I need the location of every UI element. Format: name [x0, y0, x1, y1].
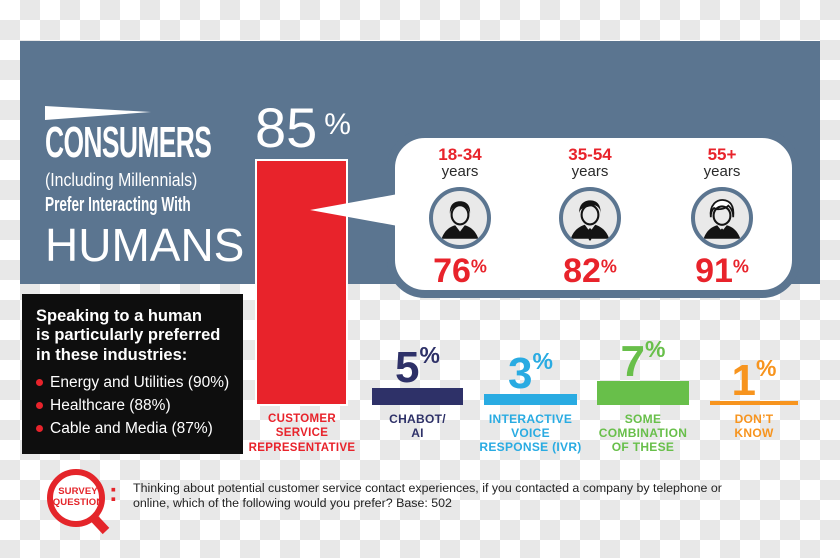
mini-bar-value: 5%: [395, 342, 440, 393]
industries-heading: Speaking to a human is particularly pref…: [36, 307, 221, 364]
dont-know-bar: [710, 401, 798, 405]
industry-bullet: Cable and Media (87%): [36, 419, 230, 437]
mini-bar-label: INTERACTIVE VOICE RESPONSE (IVR): [479, 412, 582, 454]
industries-list: Energy and Utilities (90%) Healthcare (8…: [36, 373, 230, 437]
bullet-dot-icon: [36, 379, 43, 387]
percent-sign: %: [532, 348, 553, 374]
mini-bar-value: 3%: [508, 348, 553, 399]
percent-sign: %: [600, 256, 617, 277]
combination-bar-group: 7% SOME COMBINATION OF THESE: [597, 320, 689, 460]
chatbot-ai-bar: [372, 388, 463, 405]
age-group-column-35-54: 35-54 years 82%: [530, 146, 650, 288]
percent-sign: %: [732, 256, 749, 277]
age-percentage: 91%: [695, 251, 749, 290]
age-range-label: 55+: [707, 145, 737, 164]
years-label: years: [441, 162, 479, 180]
percent-sign: %: [324, 108, 351, 142]
customer-service-bar: [255, 159, 348, 406]
brand-subtitle: (Including Millennials): [45, 170, 198, 191]
age-percentage: 76%: [433, 251, 487, 290]
industry-label: Energy and Utilities (90%): [50, 373, 230, 391]
industry-bullet: Healthcare (88%): [36, 396, 230, 414]
age-group-column-18-34: 18-34 years 76%: [400, 146, 520, 288]
wedge-decoration-icon: [45, 106, 151, 120]
survey-colon: :: [109, 477, 118, 507]
bullet-dot-icon: [36, 402, 43, 410]
chatbot-ai-bar-group: 5% CHABOT/ AI: [372, 320, 463, 460]
percent-sign: %: [419, 342, 440, 368]
percent-sign: %: [470, 256, 487, 277]
mini-bar-value: 7%: [620, 336, 666, 387]
survey-question-q-icon: [47, 469, 110, 535]
age-group-column-55-plus: 55+ years 91%: [662, 146, 782, 288]
mini-bar-label: SOME COMBINATION OF THESE: [598, 412, 688, 454]
mini-bar-label: CHABOT/ AI: [389, 412, 446, 440]
percent-sign: %: [756, 355, 777, 381]
mini-bar-value: 1%: [731, 355, 777, 406]
age-range-label: 35-54: [568, 145, 612, 164]
percent-sign: %: [645, 336, 666, 362]
main-bar-number: 85: [255, 96, 318, 159]
dont-know-bar-group: 1% DON’T KNOW: [710, 320, 798, 460]
age-percentage: 82%: [563, 251, 617, 290]
ivr-bar: [484, 394, 577, 405]
survey-badge-label: SURVEY QUESTION: [52, 486, 104, 508]
brand-tagline: Prefer Interacting With: [45, 194, 191, 217]
mini-bar-label: DON’T KNOW: [734, 412, 774, 440]
bullet-dot-icon: [36, 425, 43, 433]
brand-humans-title: HUMANS: [45, 219, 245, 272]
industry-bullet: Energy and Utilities (90%): [36, 373, 230, 391]
industry-label: Healthcare (88%): [50, 396, 171, 414]
main-bar-value: 85%: [255, 100, 351, 156]
senior-woman-icon: [691, 186, 753, 249]
age-range-label: 18-34: [438, 145, 482, 164]
headline-block: CONSUMERS (Including Millennials) Prefer…: [45, 106, 255, 272]
brand-title: CONSUMERS: [45, 118, 212, 167]
young-adult-icon: [429, 186, 491, 249]
ivr-bar-group: 3% INTERACTIVE VOICE RESPONSE (IVR): [479, 320, 581, 460]
years-label: years: [703, 162, 741, 180]
callout-tail-icon: [310, 194, 398, 226]
combination-bar: [597, 381, 689, 405]
years-label: years: [571, 162, 609, 180]
survey-question-text: Thinking about potential customer servic…: [133, 481, 722, 511]
middle-aged-man-icon: [559, 186, 621, 249]
industries-box: Speaking to a human is particularly pref…: [22, 294, 243, 454]
industry-label: Cable and Media (87%): [50, 419, 213, 437]
main-bar-caption: CUSTOMER SERVICE REPRESENTATIVE: [248, 413, 356, 454]
